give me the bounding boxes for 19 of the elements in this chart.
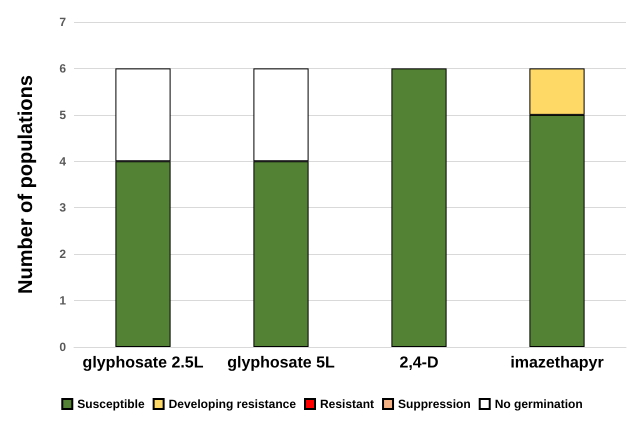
legend-label: Susceptible (77, 397, 145, 411)
y-axis-title: Number of populations (15, 75, 37, 294)
y-tick-label: 6 (59, 61, 66, 76)
x-tick-label: 2,4-D (399, 354, 439, 372)
x-tick-label: glyphosate 2.5L (82, 354, 204, 372)
x-tick-label: imazethapyr (510, 354, 604, 372)
y-tick-label: 4 (59, 154, 66, 168)
y-tick-label: 2 (59, 247, 66, 262)
y-tick-label: 1 (59, 294, 66, 308)
legend-label: Developing resistance (168, 397, 296, 411)
y-tick-label: 7 (59, 15, 66, 29)
y-tick-label: 5 (59, 108, 66, 122)
x-tick-label: glyphosate 5L (227, 354, 336, 372)
y-tick-label: 3 (59, 200, 66, 215)
legend-label: Suppression (398, 397, 471, 411)
legend-label: Resistant (320, 397, 374, 411)
legend-label: No germination (494, 397, 583, 411)
bar (391, 68, 447, 347)
y-tick-label: 0 (59, 340, 66, 354)
